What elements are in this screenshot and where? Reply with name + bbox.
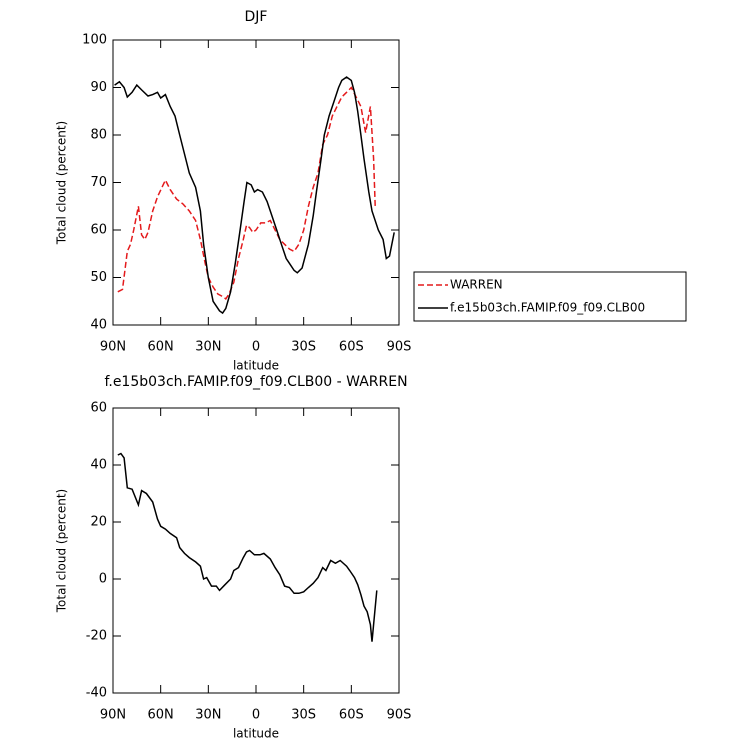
x-tick-label: 90N bbox=[100, 340, 126, 355]
y-tick-label: -40 bbox=[86, 686, 107, 701]
chart-title: f.e15b03ch.FAMIP.f09_f09.CLB00 - WARREN bbox=[104, 374, 407, 390]
x-tick-label: 60S bbox=[339, 708, 364, 723]
y-tick-label: 80 bbox=[90, 128, 107, 143]
y-axis-label: Total cloud (percent) bbox=[55, 489, 69, 613]
x-tick-label: 0 bbox=[252, 708, 260, 723]
y-tick-label: 20 bbox=[90, 515, 107, 530]
x-tick-label: 90N bbox=[100, 708, 126, 723]
legend-label: WARREN bbox=[450, 278, 503, 292]
y-tick-label: 60 bbox=[90, 401, 107, 416]
data-line bbox=[114, 76, 395, 315]
y-tick-label: -20 bbox=[86, 629, 107, 644]
x-axis-label: latitude bbox=[233, 727, 279, 741]
x-tick-label: 60N bbox=[148, 340, 174, 355]
x-tick-label: 60N bbox=[148, 708, 174, 723]
x-tick-label: 90S bbox=[387, 340, 412, 355]
x-tick-label: 30N bbox=[195, 708, 221, 723]
y-tick-label: 40 bbox=[90, 458, 107, 473]
data-line bbox=[117, 86, 376, 300]
x-tick-label: 30N bbox=[195, 340, 221, 355]
y-tick-label: 100 bbox=[82, 33, 107, 48]
x-tick-label: 0 bbox=[252, 340, 260, 355]
y-tick-label: 40 bbox=[90, 318, 107, 333]
y-tick-label: 90 bbox=[90, 80, 107, 95]
y-axis-label: Total cloud (percent) bbox=[55, 121, 69, 245]
plot-frame bbox=[112, 407, 400, 694]
x-axis-label: latitude bbox=[233, 359, 279, 373]
y-tick-label: 50 bbox=[90, 270, 107, 285]
x-tick-label: 30S bbox=[291, 340, 316, 355]
chart-title: DJF bbox=[245, 9, 268, 25]
x-tick-label: 30S bbox=[291, 708, 316, 723]
x-tick-label: 90S bbox=[387, 708, 412, 723]
data-line bbox=[117, 452, 378, 642]
y-tick-label: 60 bbox=[90, 223, 107, 238]
plot-frame bbox=[112, 39, 400, 326]
legend-label: f.e15b03ch.FAMIP.f09_f09.CLB00 bbox=[450, 301, 645, 315]
legend-box bbox=[413, 271, 687, 322]
y-tick-label: 0 bbox=[99, 572, 107, 587]
x-tick-label: 60S bbox=[339, 340, 364, 355]
y-tick-label: 70 bbox=[90, 175, 107, 190]
